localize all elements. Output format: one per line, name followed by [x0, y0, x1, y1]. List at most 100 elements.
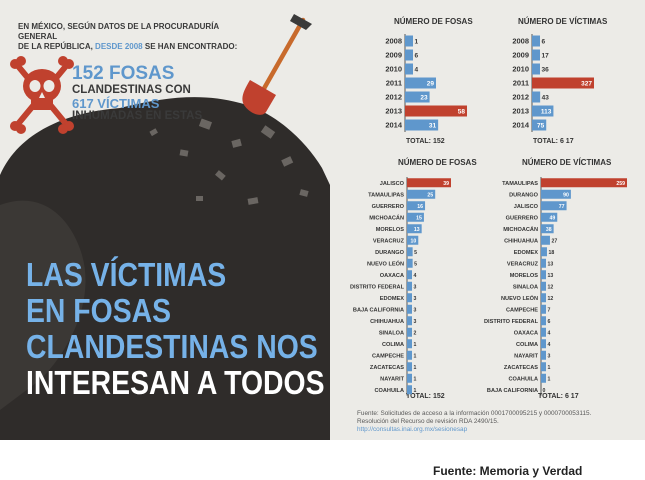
- value-label: 1: [414, 365, 417, 371]
- category-label: CAMPECHE: [506, 308, 538, 314]
- category-label: NUEVO LEÓN: [367, 260, 404, 268]
- category-label: DISTRITO FEDERAL: [350, 285, 405, 291]
- intro-since-2008: DESDE 2008: [95, 42, 143, 51]
- category-label: CAMPECHE: [372, 354, 404, 360]
- category-label: 2013: [385, 106, 402, 115]
- value-label: 29: [427, 80, 435, 87]
- value-label: 38: [546, 227, 552, 233]
- chart-2-title: NÚMERO DE VÍCTIMAS: [518, 17, 608, 26]
- bar: [407, 270, 412, 280]
- category-label: MORELOS: [510, 273, 539, 279]
- bar: [407, 247, 413, 257]
- bar: [541, 212, 558, 222]
- bar: [407, 224, 422, 234]
- chart-victims-by-state: TAMAULIPAS 259 DURANGO 90 JALISCO 77 GUERRERO 4…: [484, 177, 627, 396]
- bar: [407, 304, 412, 314]
- value-label: 6: [548, 319, 551, 325]
- category-label: DURANGO: [375, 250, 405, 256]
- value-label: 0: [543, 388, 546, 394]
- source-url[interactable]: http://consultas.inai.org.mx/sesionesap: [357, 426, 468, 433]
- bar: [541, 178, 627, 188]
- bar: [405, 91, 430, 103]
- bar: [405, 105, 467, 117]
- value-label: 27: [551, 239, 557, 245]
- bar: [541, 350, 546, 360]
- credit-text: Fuente: Memoria y Verdad: [433, 464, 583, 478]
- bar: [407, 189, 436, 199]
- source-line-1: Fuente: Solicitudes de acceso a la infor…: [357, 410, 592, 417]
- value-label: 4: [548, 331, 551, 337]
- category-label: DISTRITO FEDERAL: [484, 319, 539, 325]
- value-label: 1: [414, 388, 417, 394]
- value-label: 4: [548, 342, 551, 348]
- infographic-panel: EN MÉXICO, SEGÚN DATOS DE LA PROCURADURÍ…: [0, 0, 645, 440]
- value-label: 58: [458, 108, 466, 115]
- value-label: 75: [537, 122, 545, 129]
- category-label: COLIMA: [516, 342, 538, 348]
- bar: [541, 304, 546, 314]
- value-label: 3: [414, 285, 417, 291]
- intro-line-2c: SE HAN ENCONTRADO:: [142, 42, 238, 51]
- chart-2-total: TOTAL: 6 17: [533, 138, 574, 145]
- value-label: 1: [414, 342, 417, 348]
- headline-line-3: CLANDESTINAS NOS: [26, 328, 318, 365]
- bar: [407, 235, 419, 245]
- category-label: 2008: [385, 36, 402, 45]
- chart-4-title: NÚMERO DE VÍCTIMAS: [522, 158, 612, 167]
- value-label: 327: [581, 80, 592, 87]
- dirt-mound-illustration: [0, 14, 330, 440]
- chart-3-title: NÚMERO DE FOSAS: [398, 158, 477, 167]
- bar: [541, 281, 546, 291]
- value-label: 39: [443, 181, 449, 187]
- value-label: 15: [416, 216, 422, 222]
- category-label: 2011: [386, 78, 402, 87]
- bar: [532, 91, 541, 103]
- value-label: 3: [548, 354, 551, 360]
- value-label: 2: [414, 331, 417, 337]
- category-label: CHIHUAHUA: [370, 319, 404, 325]
- bar: [407, 178, 451, 188]
- value-label: 16: [417, 204, 423, 210]
- category-label: JALISCO: [514, 204, 539, 210]
- bar: [407, 293, 412, 303]
- bar: [407, 201, 426, 211]
- value-label: 3: [414, 308, 417, 314]
- bar: [541, 224, 554, 234]
- value-label: 1: [548, 365, 551, 371]
- chart-3-total: TOTAL: 152: [406, 393, 445, 400]
- category-label: VERACRUZ: [507, 262, 539, 268]
- category-label: TAMAULIPAS: [502, 181, 538, 187]
- category-label: SINALOA: [513, 285, 538, 291]
- chart-victims-by-year: 2008 6 2009 17 2010 36 2011 327 2012 43 2013 113 201…: [512, 34, 594, 132]
- category-label: JALISCO: [380, 181, 405, 187]
- bar: [407, 258, 413, 268]
- category-label: NAYARIT: [514, 354, 538, 360]
- bar: [532, 35, 540, 47]
- category-label: 2012: [512, 92, 529, 101]
- bar: [407, 362, 412, 372]
- value-label: 1: [548, 377, 551, 383]
- category-label: EDOMEX: [514, 250, 539, 256]
- value-label: 3: [414, 296, 417, 302]
- bar: [541, 235, 550, 245]
- value-label: 7: [548, 308, 551, 314]
- category-label: CHIHUAHUA: [504, 239, 538, 245]
- bar: [407, 327, 412, 337]
- category-label: NAYARIT: [380, 377, 404, 383]
- victims-stat: 617 VÍCTIMAS: [72, 96, 160, 111]
- value-label: 113: [541, 108, 552, 115]
- bar: [532, 63, 540, 75]
- category-label: SINALOA: [379, 331, 404, 337]
- headline-line-4: INTERESAN A TODOS: [26, 364, 325, 401]
- category-label: OAXACA: [380, 273, 404, 279]
- category-label: 2009: [385, 50, 402, 59]
- category-label: COLIMA: [382, 342, 404, 348]
- bar: [541, 189, 571, 199]
- bar: [541, 327, 546, 337]
- category-label: OAXACA: [514, 331, 538, 337]
- category-label: ZACATECAS: [370, 365, 404, 371]
- bar: [541, 270, 546, 280]
- intro-text: EN MÉXICO, SEGÚN DATOS DE LA PROCURADURÍ…: [18, 22, 258, 52]
- bar: [407, 350, 412, 360]
